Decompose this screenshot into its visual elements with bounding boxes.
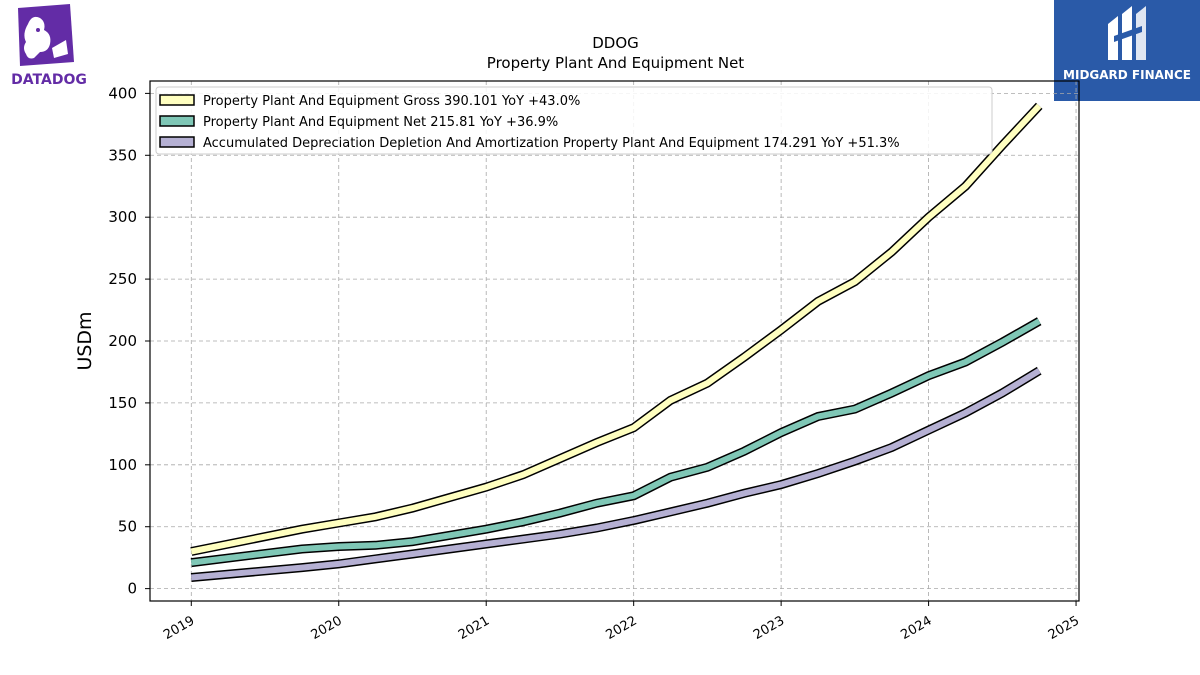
series-lines <box>190 102 1043 582</box>
x-tick-label: 2019 <box>161 613 197 643</box>
x-tick-label: 2024 <box>898 613 934 643</box>
y-tick-label: 350 <box>108 146 137 164</box>
legend-label-1: Property Plant And Equipment Gross 390.1… <box>203 94 580 109</box>
x-tick-label: 2022 <box>604 613 640 643</box>
x-tick-label: 2021 <box>456 613 492 643</box>
y-tick-label: 300 <box>108 208 137 226</box>
chart-title: DDOG <box>592 34 639 52</box>
y-axis-label: USDm <box>74 311 96 370</box>
y-tick-label: 400 <box>108 84 137 102</box>
midgard-emblem-icon <box>1108 6 1146 60</box>
midgard-finance-logo-text: MIDGARD FINANCE <box>1063 68 1191 82</box>
y-tick-label: 200 <box>108 332 137 350</box>
y-tick-label: 150 <box>108 394 137 412</box>
datadog-logo-text: DATADOG <box>11 72 87 88</box>
series-line-3 <box>191 368 1041 581</box>
x-tick-label: 2020 <box>309 613 345 643</box>
series-line-2 <box>190 318 1041 566</box>
series-line-1 <box>190 103 1042 555</box>
datadog-logo: DATADOG <box>4 4 88 90</box>
x-tick-label: 2025 <box>1046 613 1082 643</box>
legend-swatch-1 <box>159 94 195 106</box>
series-outline-1 <box>190 102 1043 556</box>
legend-box <box>155 86 993 155</box>
midgard-finance-logo: MIDGARD FINANCE <box>1054 0 1200 101</box>
x-tick-label: 2023 <box>751 613 787 643</box>
y-tick-label: 100 <box>108 456 137 474</box>
y-tick-label: 250 <box>108 270 137 288</box>
legend: Property Plant And Equipment Gross 390.1… <box>155 86 993 155</box>
y-tick-label: 50 <box>118 518 137 536</box>
legend-swatch-3 <box>159 136 195 148</box>
legend-swatch-2 <box>159 115 195 127</box>
legend-label-3: Accumulated Depreciation Depletion And A… <box>203 136 900 151</box>
chart-subtitle: Property Plant And Equipment Net <box>487 54 744 72</box>
datadog-dog-icon <box>18 4 74 66</box>
legend-label-2: Property Plant And Equipment Net 215.81 … <box>203 115 558 130</box>
y-tick-label: 0 <box>127 580 137 598</box>
